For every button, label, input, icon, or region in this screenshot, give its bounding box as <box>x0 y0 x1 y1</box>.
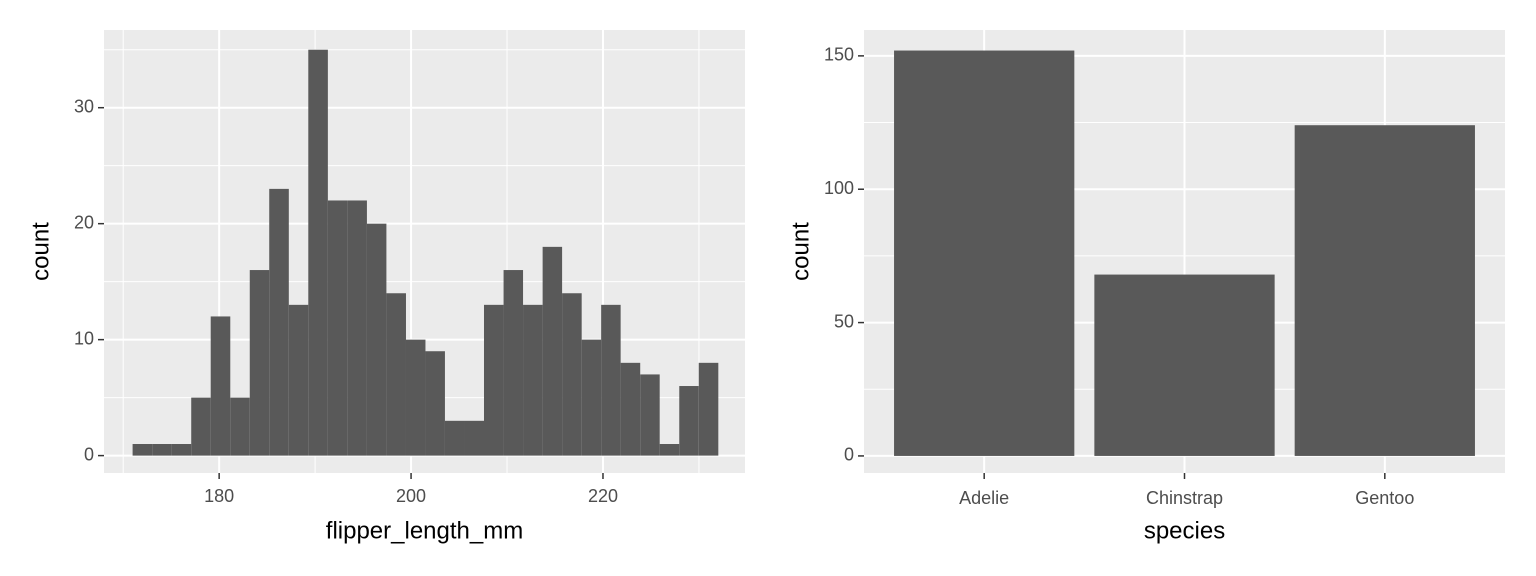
y-tick-label: 20 <box>74 212 94 232</box>
histogram-bar <box>210 316 231 456</box>
x-tick-label: 200 <box>396 486 426 506</box>
y-axis-title: count <box>787 222 814 281</box>
histogram-bar <box>503 270 524 456</box>
histogram-bar <box>347 200 367 456</box>
histogram-bar <box>249 270 270 456</box>
y-tick-label: 30 <box>74 96 94 116</box>
histogram-bar <box>152 444 172 456</box>
histogram-bar <box>640 374 660 456</box>
bar <box>1294 125 1475 456</box>
y-tick-label: 100 <box>824 178 854 198</box>
histogram-bar <box>191 397 211 456</box>
histogram-bar <box>327 200 348 456</box>
histogram-bar <box>562 293 582 456</box>
y-tick-label: 10 <box>74 328 94 348</box>
histogram-bar <box>425 351 445 456</box>
histogram-bar <box>308 49 328 456</box>
x-tick-label: 220 <box>588 486 618 506</box>
histogram-bar <box>464 420 484 456</box>
x-axis-title: flipper_length_mm <box>326 517 523 544</box>
y-tick-label: 0 <box>844 445 854 465</box>
histogram-bar <box>288 304 309 456</box>
x-tick-label: Chinstrap <box>1146 488 1223 508</box>
histogram-bar <box>581 339 602 456</box>
x-tick-label: 180 <box>204 486 234 506</box>
histogram-bar <box>386 293 406 456</box>
histogram-bar <box>679 386 699 456</box>
histogram-bar <box>523 304 543 456</box>
histogram-bar <box>230 397 250 456</box>
x-tick-label: Adelie <box>959 488 1009 508</box>
histogram-bar <box>601 304 621 456</box>
histogram-bar <box>132 444 153 456</box>
histogram-bar <box>444 420 465 456</box>
bar <box>894 50 1075 456</box>
histogram-bar <box>659 444 680 456</box>
x-tick-label: Gentoo <box>1355 488 1414 508</box>
histogram-bar <box>698 362 719 456</box>
x-axis-title: species <box>1144 517 1225 544</box>
histogram-bar <box>405 339 426 456</box>
histogram-bar <box>542 246 563 456</box>
bar <box>1094 274 1275 456</box>
histogram-bar <box>171 444 192 456</box>
histogram-bar <box>483 304 504 456</box>
y-tick-label: 150 <box>824 45 854 65</box>
y-tick-label: 50 <box>834 311 854 331</box>
y-tick-label: 0 <box>84 444 94 464</box>
histogram-bar <box>366 223 387 456</box>
histogram-bar <box>620 362 641 456</box>
histogram-bar <box>269 188 289 456</box>
y-axis-title: count <box>27 222 54 281</box>
